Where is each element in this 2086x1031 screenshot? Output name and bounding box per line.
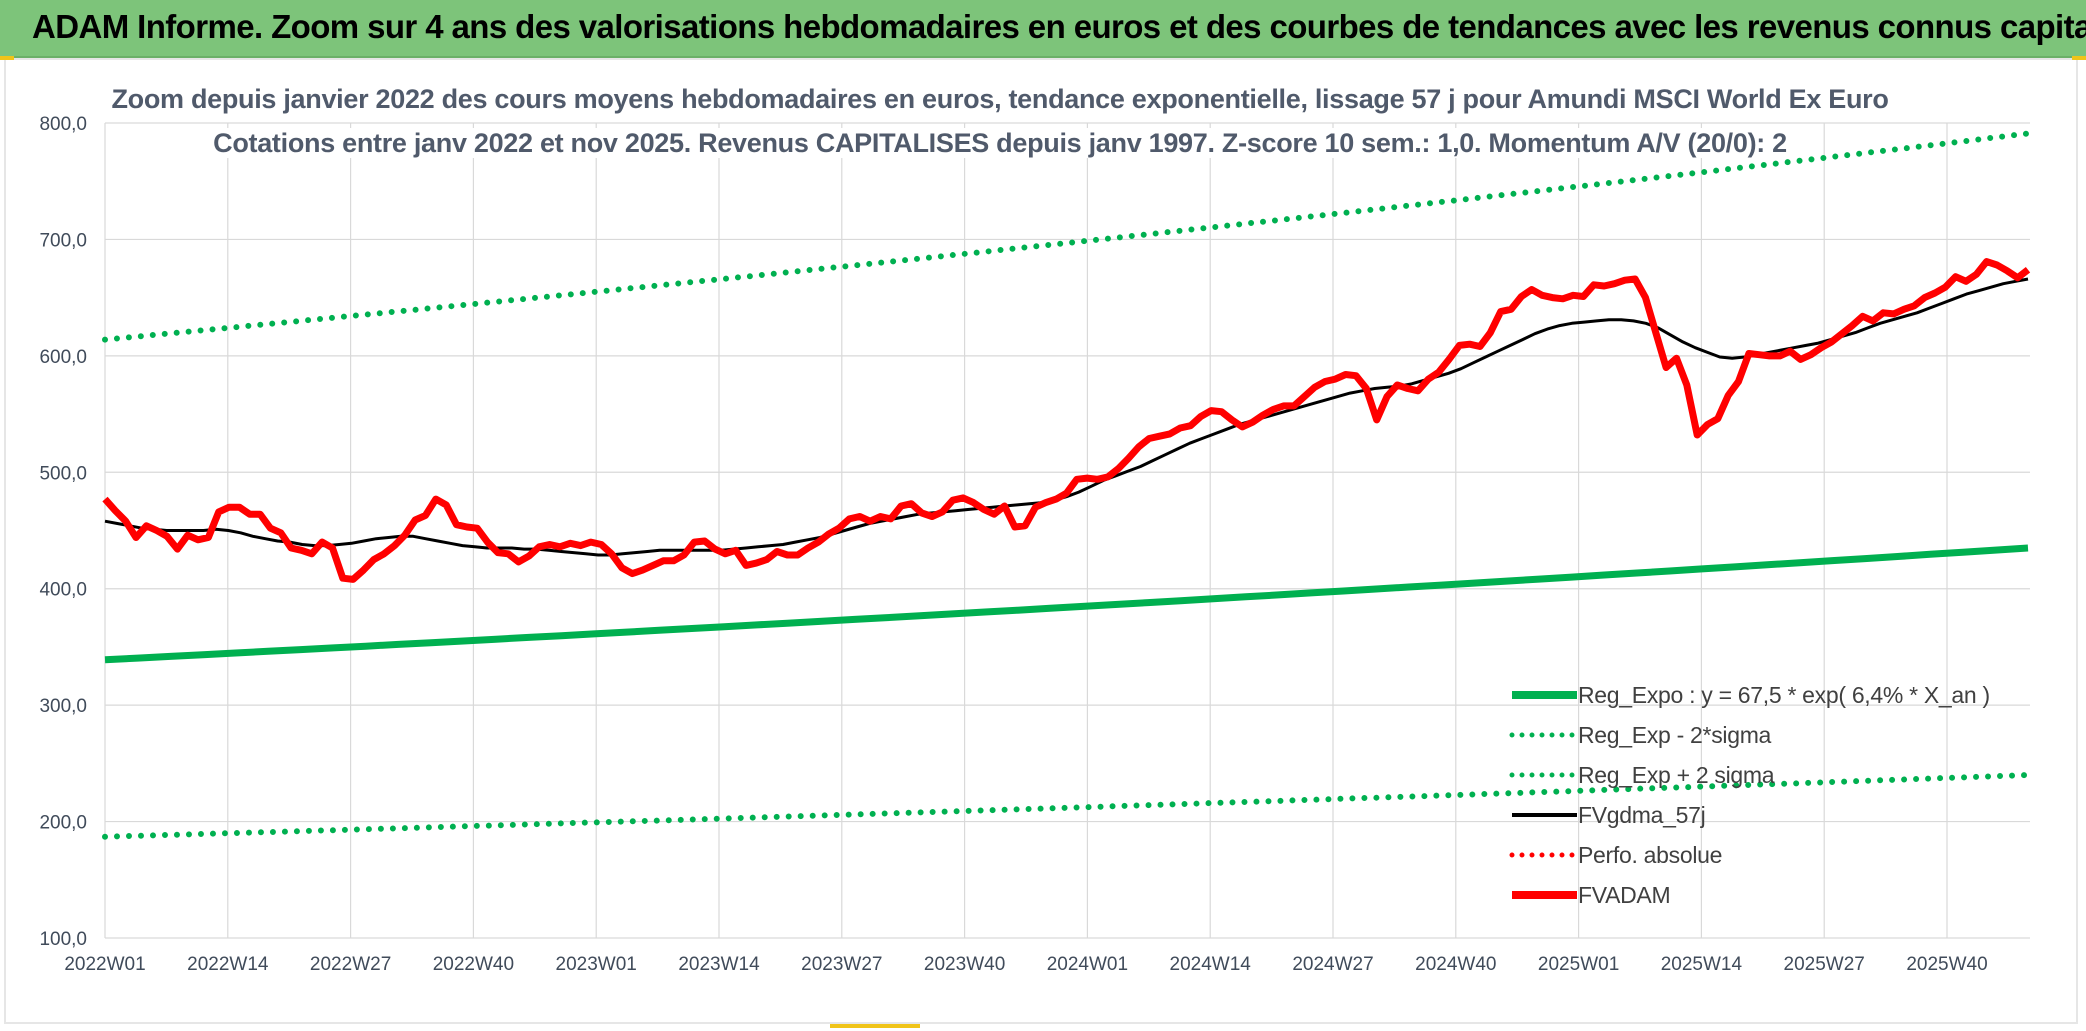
- chart-subtitle: Cotations entre janv 2022 et nov 2025. R…: [207, 128, 1793, 158]
- x-tick-label: 2024W27: [1292, 954, 1373, 975]
- x-tick-label: 2025W40: [1906, 954, 1987, 975]
- grid-lines: [104, 122, 2030, 939]
- x-tick-label: 2023W01: [556, 954, 637, 975]
- title-banner: ADAM Informe. Zoom sur 4 ans des valoris…: [0, 0, 2086, 58]
- report-title: ADAM Informe. Zoom sur 4 ans des valoris…: [32, 8, 2086, 45]
- y-tick-label: 200,0: [39, 813, 87, 834]
- x-tick-label: 2022W01: [64, 954, 145, 975]
- series-line-reg-exp-2-sigma: [102, 130, 2031, 343]
- corner-accent-right: [2072, 56, 2086, 60]
- x-tick-label: 2024W01: [1047, 954, 1128, 975]
- legend-label: FVgdma_57j: [1578, 802, 1705, 828]
- y-tick-label: 100,0: [39, 929, 87, 950]
- series-line-reg-exp-2-sigma: [102, 772, 2031, 840]
- axis-labels: 100,0 200,0 300,0 400,0 500,0 600,0 700,0 800,0…: [39, 114, 1987, 975]
- x-tick-label: 2024W14: [1170, 954, 1252, 975]
- legend-label: Perfo. absolue: [1578, 842, 1722, 868]
- chart-title-line: Zoom depuis janvier 2022 des cours moyen…: [100, 84, 1900, 115]
- series-line-reg-expo-y-67-5-exp-6-4-x-an: [104, 544, 2029, 664]
- x-tick-label: 2023W40: [924, 954, 1005, 975]
- x-tick-label: 2025W14: [1661, 954, 1743, 975]
- x-tick-label: 2022W27: [310, 954, 391, 975]
- chart-frame: [4, 58, 2078, 1024]
- chart-subtitle-line: Cotations entre janv 2022 et nov 2025. R…: [100, 128, 1900, 159]
- y-tick-label: 700,0: [39, 230, 87, 251]
- x-tick-label: 2023W27: [801, 954, 882, 975]
- y-tick-label: 300,0: [39, 696, 87, 717]
- corner-accent-left: [0, 56, 14, 60]
- legend-label: Reg_Expo : y = 67,5 * exp( 6,4% * X_an ): [1578, 682, 1990, 708]
- legend: Reg_Expo : y = 67,5 * exp( 6,4% * X_an )…: [1509, 682, 1990, 908]
- x-tick-label: 2025W01: [1538, 954, 1619, 975]
- y-tick-label: 500,0: [39, 463, 87, 484]
- x-tick-label: 2025W27: [1784, 954, 1865, 975]
- bottom-accent: [830, 1024, 920, 1028]
- y-tick-label: 600,0: [39, 347, 87, 368]
- y-tick-label: 400,0: [39, 580, 87, 601]
- x-tick-label: 2024W40: [1415, 954, 1496, 975]
- series-line-fvadam: [102, 258, 2031, 583]
- x-tick-label: 2023W14: [678, 954, 760, 975]
- series-line-fvgdma-57j: [104, 277, 2029, 557]
- x-tick-label: 2022W40: [433, 954, 514, 975]
- series-lines: [102, 130, 2031, 840]
- legend-label: Reg_Exp + 2 sigma: [1578, 762, 1775, 788]
- x-tick-label: 2022W14: [187, 954, 269, 975]
- legend-label: Reg_Exp - 2*sigma: [1578, 722, 1772, 748]
- y-tick-label: 800,0: [39, 114, 87, 135]
- legend-label: FVADAM: [1578, 882, 1670, 908]
- chart-title: Zoom depuis janvier 2022 des cours moyen…: [105, 84, 1895, 114]
